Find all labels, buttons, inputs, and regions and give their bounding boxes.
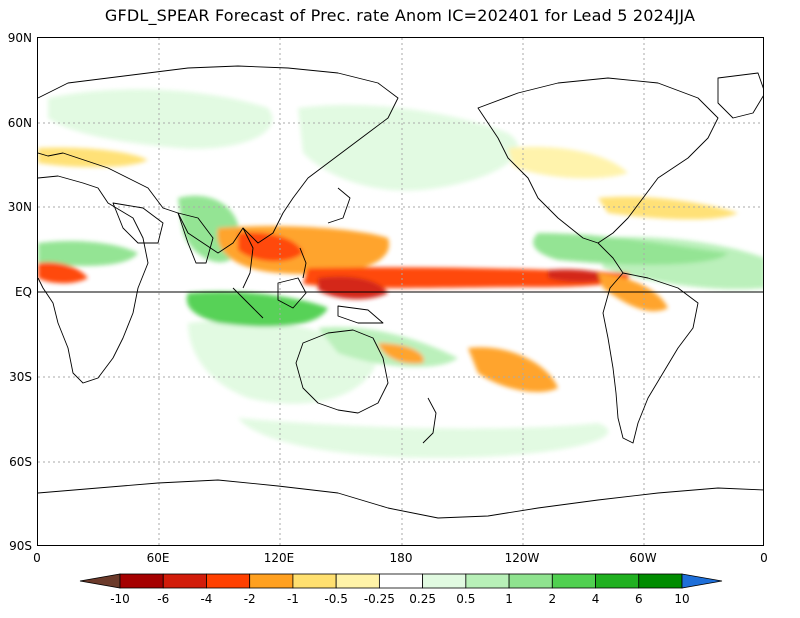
wet-region-central-america	[533, 233, 728, 265]
coast-new-guinea	[337, 305, 384, 324]
coast-greenland	[717, 72, 763, 119]
colorbar-tick-label: -0.5	[324, 592, 348, 606]
colorbar-tick-label: 1	[505, 592, 513, 606]
lat-label-60n: 60N	[7, 116, 32, 130]
lon-label-60w: 60W	[629, 551, 657, 565]
coast-central-america	[597, 242, 624, 274]
colorbar-tick-label: -10	[110, 592, 130, 606]
coast-australia	[295, 329, 389, 414]
colorbar-cell	[119, 573, 164, 589]
lat-label-30s: 30S	[9, 370, 32, 384]
colorbar-cell	[551, 573, 596, 589]
lat-label-60s: 60S	[9, 455, 32, 469]
colorbar-tick-label: 0.5	[456, 592, 476, 606]
colorbar-cell	[335, 573, 380, 589]
colorbar-cell	[465, 573, 510, 589]
wet-region-indian-ocean	[186, 291, 328, 327]
coastlines	[38, 65, 763, 519]
colorbar-cell	[249, 573, 294, 589]
lat-label-eq: EQ	[14, 285, 32, 299]
dry-region-north-america	[508, 146, 628, 179]
colorbar-tick-label: -2	[243, 592, 256, 606]
colorbar-cap-high	[681, 573, 723, 589]
anomaly-shading	[38, 89, 763, 458]
colorbar-tick-label: -6	[157, 592, 170, 606]
lon-label-60e: 60E	[146, 551, 170, 565]
colorbar-cell	[292, 573, 337, 589]
coast-eurasia	[38, 65, 399, 254]
page-title: GFDL_SPEAR Forecast of Prec. rate Anom I…	[104, 6, 696, 25]
colorbar-cell	[508, 573, 553, 589]
lon-label-120w: 120W	[504, 551, 540, 565]
wet-region-west-africa	[38, 241, 138, 266]
lat-label-90n: 90N	[7, 31, 32, 45]
lat-label-30n: 30N	[7, 200, 32, 214]
colorbar-cells	[79, 573, 723, 589]
dry-region-sahel	[38, 262, 88, 284]
colorbar-cell	[422, 573, 467, 589]
colorbar-tick-label: 6	[634, 592, 643, 606]
colorbar-tick-label: -4	[200, 592, 213, 606]
colorbar-tick-label: 10	[674, 592, 690, 606]
colorbar-cell	[162, 573, 207, 589]
coast-borneo	[277, 277, 307, 309]
coast-south-america	[602, 272, 699, 444]
coast-india	[177, 212, 214, 264]
wet-region-eurasia	[48, 89, 273, 149]
dry-region-east-pacific-core	[548, 269, 613, 283]
dry-region-north-atlantic	[598, 196, 738, 220]
coast-arabia	[112, 202, 164, 244]
dry-region-equatorial-pacific	[303, 267, 630, 289]
colorbar-tick-label: -1	[286, 592, 299, 606]
dry-region-europe	[38, 147, 148, 168]
coast-indochina	[242, 227, 254, 289]
graticule	[38, 38, 763, 545]
lon-label-180: 180	[389, 551, 413, 565]
lon-label-120e: 120E	[263, 551, 295, 565]
coast-new-zealand	[422, 397, 437, 444]
coast-japan	[327, 187, 351, 224]
colorbar-tick-label: -0.25	[363, 592, 395, 606]
dry-region-coral-sea	[378, 343, 424, 364]
colorbar-tick-label: 0.25	[409, 592, 436, 606]
colorbar-cell	[595, 573, 640, 589]
coast-sumatra	[232, 287, 264, 319]
map-panel[interactable]	[37, 37, 764, 546]
colorbar-cell	[378, 573, 424, 589]
colorbar-tick-label: 4	[591, 592, 600, 606]
wet-region-southern-ocean	[238, 418, 609, 458]
colorbar-cell	[206, 573, 251, 589]
colorbar-cell	[638, 573, 683, 589]
lat-label-90s: 90S	[9, 539, 32, 553]
dry-region-dateline-core	[318, 276, 388, 300]
coast-north-america	[477, 77, 719, 244]
lon-label-0: 0	[33, 551, 41, 565]
precip-anomaly-map	[38, 38, 763, 545]
colorbar-cap-low	[79, 573, 121, 589]
dry-region-south-pacific	[468, 347, 558, 393]
colorbar-tick-label: 2	[548, 592, 557, 606]
coast-africa	[38, 175, 149, 384]
coast-philippines	[299, 247, 307, 279]
wet-region-north-pacific	[298, 104, 519, 191]
lon-label-0-east: 0	[760, 551, 768, 565]
coast-antarctica	[38, 479, 763, 519]
